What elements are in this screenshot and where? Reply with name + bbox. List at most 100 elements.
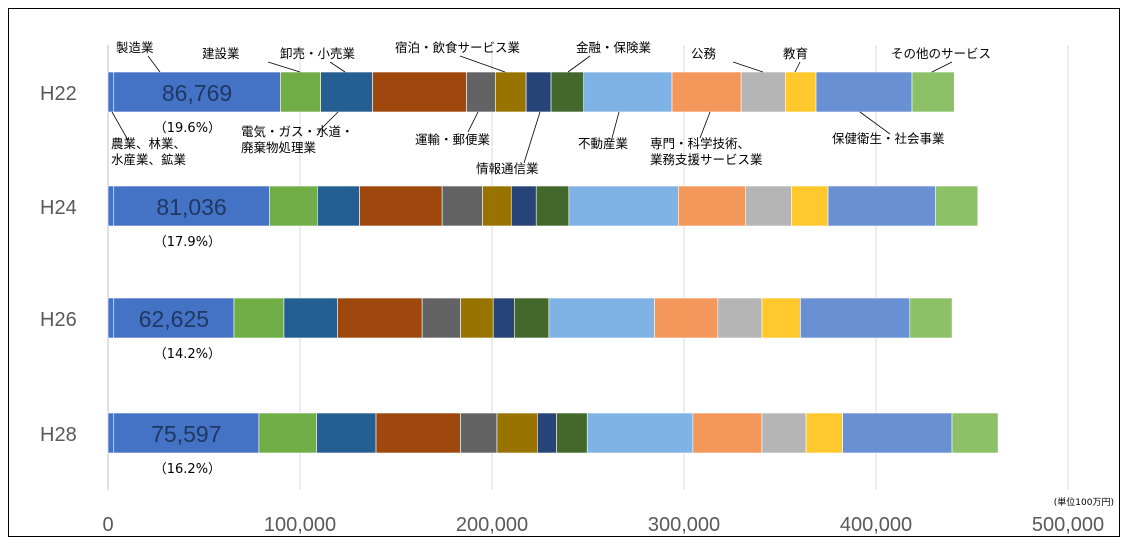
bar-segment [107, 297, 115, 339]
category-label: H28 [40, 424, 77, 446]
bar-segment [951, 412, 999, 454]
bar-segment [740, 71, 786, 113]
callout-label: 運輸・郵便業 [415, 132, 491, 147]
category-label: H22 [40, 83, 77, 105]
callout-label: 宿泊・飲食サービス業 [395, 40, 521, 55]
bar-segment [317, 185, 360, 227]
bar-segment [337, 297, 423, 339]
callout-label: 電気・ガス・水道・廃棄物処理業 [241, 124, 354, 155]
callout-leader [931, 61, 953, 73]
bar-segment [535, 185, 570, 227]
bar-segment [745, 185, 792, 227]
x-tick-label: 100,000 [264, 514, 336, 536]
callout-label: 建設業 [202, 46, 240, 61]
bar-segment [113, 185, 270, 227]
bar-segment [785, 71, 817, 113]
unit-label: (単位100万円) [1054, 496, 1114, 508]
callout-leader [732, 61, 764, 73]
value-label: 75,597 [151, 421, 221, 447]
bar-segment [107, 412, 115, 454]
bar-segment [441, 185, 483, 227]
callout-label: その他のサービス [891, 46, 991, 61]
callout-leader [147, 55, 161, 73]
bar-segment [280, 71, 321, 113]
bar-segment [815, 71, 913, 113]
bar-segment [556, 412, 588, 454]
bar-segment [654, 297, 719, 339]
bar-segment [460, 297, 494, 339]
bar-segment [586, 412, 694, 454]
bar-segment [692, 412, 763, 454]
value-label: 62,625 [139, 306, 209, 332]
value-label: 81,036 [156, 194, 226, 220]
bar-segment [935, 185, 979, 227]
bar-segment [550, 71, 585, 113]
bar-segment [514, 297, 550, 339]
callout-leader [699, 111, 711, 139]
bar-segment [421, 297, 461, 339]
bar-segment [316, 412, 377, 454]
callout-label: 不動産業 [578, 136, 629, 151]
bar-segment [113, 412, 260, 454]
percent-label: （17.9%） [154, 235, 221, 250]
bar-segment [510, 185, 537, 227]
callout-leader [459, 55, 506, 73]
callout-leader [611, 111, 620, 139]
callout-leader [111, 111, 129, 141]
bar-segment [842, 412, 953, 454]
bar-segment [233, 297, 285, 339]
callout-label: 保健衛生・社会事業 [832, 131, 945, 146]
bar-segment [583, 71, 673, 113]
callout-leader [467, 111, 479, 133]
callout-leader [567, 55, 591, 73]
bar-segment [800, 297, 911, 339]
bar-segment [678, 185, 746, 227]
callout-leader [329, 61, 346, 73]
bar-segment [761, 297, 801, 339]
bar-segment [717, 297, 763, 339]
bar-segment [537, 412, 557, 454]
callout-leader [523, 111, 541, 164]
bar-segment [482, 185, 512, 227]
callout-leader [317, 111, 339, 133]
bar-segment [805, 412, 843, 454]
bar-segment [320, 71, 373, 113]
callout-label: 情報通信業 [476, 161, 539, 176]
bar-segment [269, 185, 318, 227]
bar-segment [107, 185, 115, 227]
bar-segment [761, 412, 807, 454]
callout-leader [794, 61, 801, 73]
bar-segment [492, 297, 515, 339]
callout-label: 教育 [783, 46, 808, 61]
x-tick-label: 400,000 [840, 514, 912, 536]
callout-label: 公務 [691, 46, 717, 61]
bar-segment [258, 412, 317, 454]
callout-label: 専門・科学技術、業務支援サービス業 [650, 136, 763, 167]
bar-segment [791, 185, 829, 227]
callout-leader [859, 111, 891, 135]
bar-segment [359, 185, 443, 227]
callout-label: 卸売・小売業 [280, 46, 356, 61]
bar-segment [466, 71, 496, 113]
bar-segment [113, 297, 235, 339]
x-tick-label: 300,000 [648, 514, 720, 536]
bar-segment [372, 71, 467, 113]
bar-segment [909, 297, 953, 339]
bar-segment [548, 297, 655, 339]
chart-frame [8, 8, 1120, 537]
category-label: H24 [40, 197, 77, 219]
bar-segment [496, 412, 538, 454]
callout-label: 農業、林業、水産業、鉱業 [111, 136, 187, 167]
callout-label: 金融・保険業 [576, 40, 652, 55]
bar-segment [107, 71, 115, 113]
bar-segment [375, 412, 461, 454]
percent-label: （16.2%） [154, 462, 221, 477]
bar-segment [911, 71, 955, 113]
bar-segment [460, 412, 498, 454]
callout-leader [267, 61, 301, 73]
bar-segment [113, 71, 281, 113]
x-tick-label: 0 [102, 514, 113, 536]
category-label: H26 [40, 309, 77, 331]
bar-segment [525, 71, 552, 113]
